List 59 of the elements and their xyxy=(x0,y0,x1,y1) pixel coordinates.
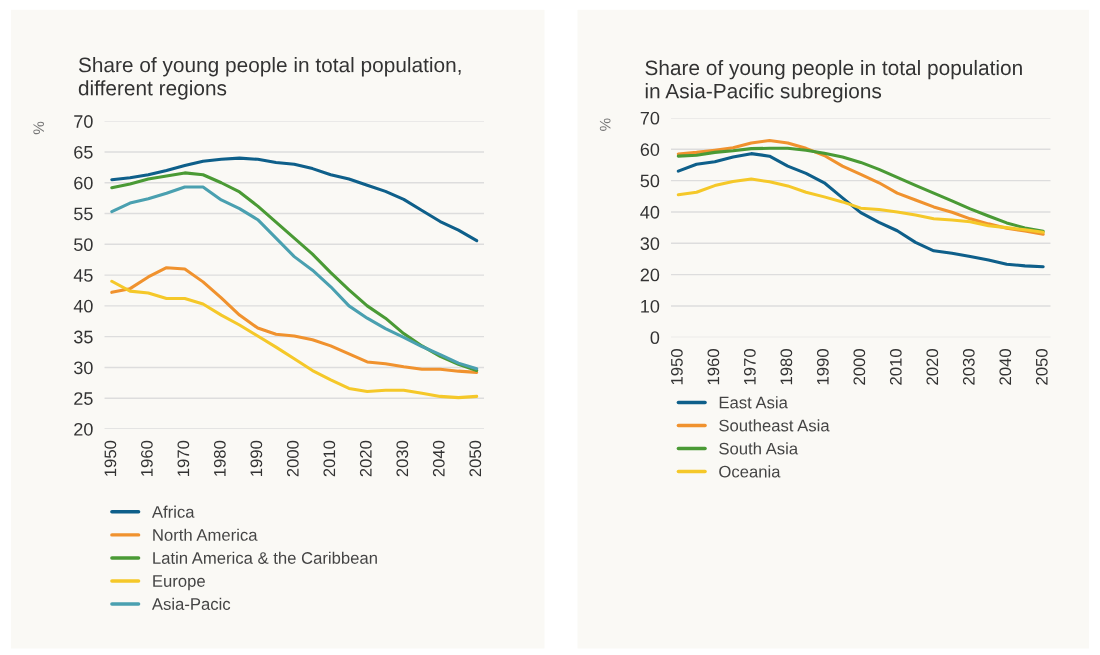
y-tick-label: 10 xyxy=(641,299,660,313)
x-tick-label: 1970 xyxy=(177,440,190,476)
y-tick-label: 55 xyxy=(74,207,93,221)
chart-title: Share of young people in total population, different regions xyxy=(78,57,461,100)
x-tick-label: 1980 xyxy=(780,349,793,385)
x-tick-label: 2050 xyxy=(1035,349,1048,385)
y-tick-label: 20 xyxy=(640,268,660,282)
legend-label: Asia-Pacic xyxy=(151,597,231,610)
y-tick-label: 40 xyxy=(73,299,93,313)
y-tick-label: 35 xyxy=(74,330,93,344)
y-tick-label: 25 xyxy=(74,392,93,405)
y-tick-label: 70 xyxy=(640,111,660,125)
line-series xyxy=(110,279,479,400)
line-series xyxy=(110,156,479,243)
legend-label: Africa xyxy=(151,505,195,518)
legend-label: South Asia xyxy=(719,442,799,455)
y-tick-label: 45 xyxy=(73,269,93,282)
x-tick-label: 1960 xyxy=(707,349,720,385)
line-series xyxy=(110,266,479,374)
x-tick-label: 2020 xyxy=(359,440,372,477)
legend-label: Southeast Asia xyxy=(719,419,830,432)
x-tick-label: 1990 xyxy=(816,349,829,385)
y-tick-label: 0 xyxy=(650,331,660,345)
x-tick-label: 2030 xyxy=(962,349,975,385)
y-tick-label: 30 xyxy=(74,361,93,375)
y-tick-label: 20 xyxy=(74,422,93,436)
x-tick-label: 1950 xyxy=(104,440,117,476)
x-tick-label: 2050 xyxy=(469,440,482,477)
line-series xyxy=(676,152,1045,269)
y-tick-label: 50 xyxy=(640,174,660,188)
y-tick-label: 50 xyxy=(74,238,93,252)
x-tick-label: 1970 xyxy=(743,349,756,385)
x-tick-label: 2020 xyxy=(926,349,939,385)
legend-label: North America xyxy=(153,528,258,541)
y-tick-label: 40 xyxy=(640,205,660,219)
line-series xyxy=(676,177,1045,234)
legend-label: East Asia xyxy=(719,396,788,409)
y-tick-label: 65 xyxy=(74,145,93,159)
chart-title: Share of young people in total population in Asia-Pacific subregions xyxy=(645,59,1022,103)
x-tick-label: 1990 xyxy=(250,440,263,476)
y-axis-title: % xyxy=(599,118,611,131)
x-tick-label: 2010 xyxy=(323,440,336,477)
x-tick-label: 2000 xyxy=(286,440,299,477)
y-tick-label: 60 xyxy=(74,176,93,190)
x-tick-label: 2000 xyxy=(853,349,866,385)
legend-label: Oceania xyxy=(719,465,781,478)
legend-label: Europe xyxy=(153,575,205,591)
y-axis-title: % xyxy=(33,121,45,135)
x-tick-label: 2010 xyxy=(889,349,902,385)
y-tick-label: 70 xyxy=(74,115,93,128)
x-tick-label: 1980 xyxy=(213,440,226,476)
x-tick-label: 1950 xyxy=(670,349,683,385)
x-tick-label: 2030 xyxy=(396,440,409,477)
y-tick-label: 60 xyxy=(640,143,660,156)
legend-label: Latin America & the Caribbean xyxy=(153,551,377,564)
x-tick-label: 2040 xyxy=(432,440,445,477)
y-tick-label: 30 xyxy=(640,237,660,251)
x-tick-label: 1960 xyxy=(140,440,153,476)
x-tick-label: 2040 xyxy=(999,349,1012,385)
